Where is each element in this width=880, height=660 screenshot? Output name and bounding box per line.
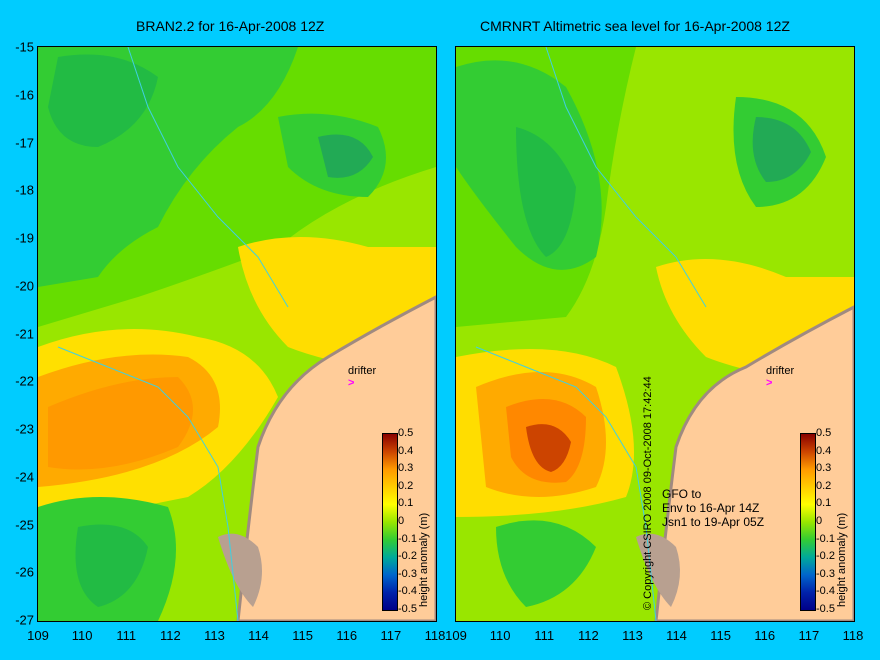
satellite-note: GFO to Env to 16-Apr 14Z Jsn1 to 19-Apr … xyxy=(662,487,765,529)
colorbar-tick-label: -0.3 xyxy=(398,567,417,580)
x-tick-label: 114 xyxy=(248,628,269,643)
x-tick-label: 113 xyxy=(622,628,643,643)
copyright-text: © Copyright CSIRO 2008 09-Oct-2008 17:42… xyxy=(642,376,655,610)
x-tick-label: 110 xyxy=(489,628,511,643)
colorbar-tick-label: 0.3 xyxy=(816,462,832,475)
colorbar-tick-label: 0 xyxy=(398,515,405,527)
y-tick-label: -20 xyxy=(15,278,34,294)
colorbar-tick-label: 0.2 xyxy=(816,479,832,492)
colorbar-tick-label: 0.4 xyxy=(816,444,832,457)
colorbar-tick-label: -0.5 xyxy=(398,603,417,615)
left-map-panel: drifter > 0.5 0.4 0.3 0.2 0.1 0 -0.1 -0.2 -0.3 -0.… xyxy=(37,46,437,622)
right-colorbar xyxy=(800,433,816,611)
colorbar-tick-label: 0.1 xyxy=(816,497,832,510)
y-tick-label: -25 xyxy=(15,517,34,532)
colorbar-tick-label: -0.5 xyxy=(816,603,835,615)
colorbar-tick-label: 0 xyxy=(816,515,823,527)
right-map xyxy=(456,47,854,621)
colorbar-tick-label: -0.4 xyxy=(816,585,835,598)
colorbar-tick-label: 0.4 xyxy=(398,444,414,457)
y-tick-label: -26 xyxy=(15,564,34,580)
colorbar-tick-label: -0.1 xyxy=(816,532,835,545)
colorbar-tick-label: 0.2 xyxy=(398,479,414,492)
drifter-arrow-icon: > xyxy=(766,377,773,389)
x-tick-label: 109 xyxy=(445,628,467,643)
left-colorbar-ticks: 0.5 0.4 0.3 0.2 0.1 0 -0.1 -0.2 -0.3 -0.4 -0.5 xyxy=(398,427,428,617)
x-tick-label: 113 xyxy=(204,628,225,643)
x-tick-label: 114 xyxy=(666,628,687,643)
y-tick-label: -24 xyxy=(15,469,34,485)
left-panel-title: BRAN2.2 for 16-Apr-2008 12Z xyxy=(136,18,325,34)
y-tick-label: -16 xyxy=(15,87,34,103)
y-tick-label: -18 xyxy=(15,182,34,198)
colorbar-tick-label: -0.1 xyxy=(398,532,417,545)
colorbar-tick-label: 0.1 xyxy=(398,497,414,510)
right-map-panel: drifter > GFO to Env to 16-Apr 14Z Jsn1 t… xyxy=(455,46,855,622)
x-tick-label: 116 xyxy=(754,628,776,643)
x-tick-label: 116 xyxy=(336,628,358,643)
y-tick-label: -19 xyxy=(15,230,34,246)
right-drifter-marker: drifter > xyxy=(766,365,795,389)
drifter-arrow-icon: > xyxy=(348,377,355,389)
y-tick-label: -27 xyxy=(15,612,34,628)
colorbar-tick-label: 0.5 xyxy=(816,427,832,439)
colorbar-tick-label: -0.3 xyxy=(816,567,835,580)
y-tick-label: -21 xyxy=(15,326,34,341)
right-panel-title: CMRNRT Altimetric sea level for 16-Apr-2… xyxy=(480,18,790,34)
x-tick-label: 110 xyxy=(71,628,93,643)
y-axis-labels: -15 -16 -17 -18 -19 -20 -21 -22 -23 -24 -25 -26 -27 xyxy=(0,0,36,660)
x-tick-label: 115 xyxy=(710,628,732,643)
x-tick-label: 112 xyxy=(159,628,181,643)
x-tick-label: 111 xyxy=(534,628,555,643)
y-tick-label: -17 xyxy=(15,135,34,150)
colorbar-tick-label: -0.4 xyxy=(398,585,417,598)
y-tick-label: -22 xyxy=(15,373,34,389)
x-tick-label: 115 xyxy=(292,628,314,643)
right-colorbar-ticks: 0.5 0.4 0.3 0.2 0.1 0 -0.1 -0.2 -0.3 -0.4 -0.5 xyxy=(816,427,846,617)
x-tick-label: 112 xyxy=(577,628,599,643)
y-tick-label: -15 xyxy=(15,39,34,55)
colorbar-tick-label: -0.2 xyxy=(816,550,835,563)
y-tick-label: -23 xyxy=(15,421,34,437)
left-map xyxy=(38,47,436,621)
colorbar-tick-label: 0.5 xyxy=(398,427,414,439)
left-drifter-marker: drifter > xyxy=(348,365,377,389)
x-tick-label: 118 xyxy=(424,628,446,643)
left-colorbar xyxy=(382,433,398,611)
x-tick-label: 117 xyxy=(380,628,402,643)
x-tick-label: 111 xyxy=(116,628,137,643)
x-tick-label: 117 xyxy=(798,628,820,643)
colorbar-tick-label: 0.3 xyxy=(398,462,414,475)
x-tick-label: 118 xyxy=(842,628,864,643)
x-tick-label: 109 xyxy=(27,628,49,643)
colorbar-tick-label: -0.2 xyxy=(398,550,417,563)
